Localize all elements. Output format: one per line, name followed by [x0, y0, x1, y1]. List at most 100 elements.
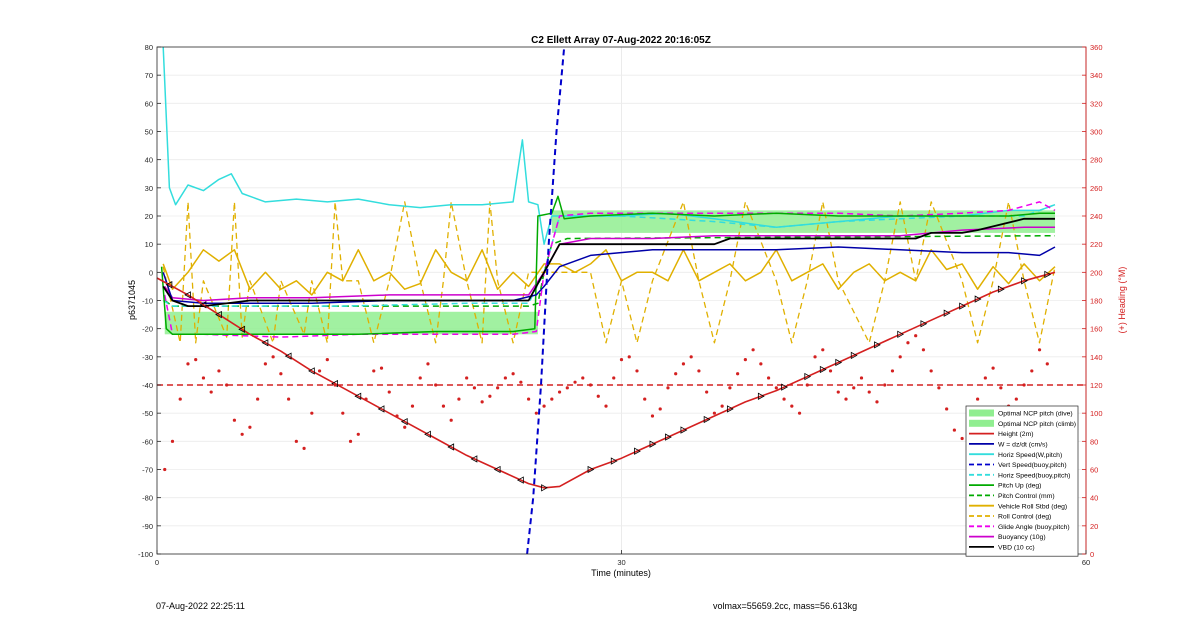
heading-point: [898, 355, 902, 359]
heading-point: [379, 366, 384, 370]
heading-point: [565, 386, 569, 390]
heading-point: [681, 362, 686, 366]
depth-marker: [665, 433, 672, 441]
heading-point: [797, 411, 802, 415]
series-horiz-speed: [162, 46, 1056, 245]
depth-marker: [897, 330, 905, 338]
legend-label: Glide Angle (buoy,pitch): [998, 524, 1070, 531]
left-tick-label: 60: [145, 99, 153, 108]
right-tick-label: 80: [1090, 437, 1098, 446]
depth-marker: [541, 484, 548, 492]
left-tick-label: 70: [145, 71, 153, 80]
legend: Optimal NCP pitch (dive) Optimal NCP pitc…: [965, 405, 1079, 557]
heading-point: [619, 358, 624, 362]
heading-point: [519, 380, 523, 384]
heading-point: [790, 404, 794, 408]
depth-marker: [850, 351, 858, 360]
heading-point: [287, 397, 291, 401]
series-pitch: [160, 195, 1055, 336]
depth-marker: [517, 476, 524, 484]
heading-point: [527, 397, 531, 401]
heading-point: [225, 383, 229, 387]
right-tick-label: 20: [1090, 522, 1098, 531]
right-tick-label: 140: [1090, 353, 1103, 362]
heading-point: [503, 376, 507, 380]
heading-point: [650, 414, 655, 418]
x-tick-label: 0: [155, 558, 159, 567]
depth-marker: [835, 358, 843, 367]
x-tick-label: 30: [617, 558, 625, 567]
depth-marker: [610, 457, 618, 465]
heading-point: [852, 386, 856, 390]
legend-label: Horiz Speed(buoy,pitch): [998, 472, 1070, 479]
legend-label: Vehicle Roll Stbd (deg): [998, 503, 1067, 510]
left-tick-label: 0: [149, 268, 153, 277]
heading-point: [348, 439, 353, 443]
heading-point: [720, 404, 724, 408]
heading-point: [325, 358, 329, 362]
right-tick-label: 180: [1090, 297, 1103, 306]
heading-point: [697, 369, 701, 373]
depth-markers: [165, 270, 1052, 492]
left-tick-label: -70: [142, 466, 153, 475]
depth-marker: [307, 367, 315, 375]
depth-marker: [184, 291, 191, 299]
heading-point: [1030, 369, 1034, 373]
depth-marker: [377, 405, 385, 413]
heading-point: [472, 386, 477, 390]
heading-point: [550, 397, 554, 401]
heading-point: [844, 397, 848, 401]
heading-point: [712, 411, 717, 415]
heading-point: [999, 386, 1003, 390]
depth-marker: [974, 295, 982, 303]
legend-label: Optimal NCP pitch (climb): [998, 421, 1076, 428]
heading-point: [372, 369, 376, 373]
right-tick-label: 200: [1090, 268, 1103, 277]
heading-point: [418, 376, 422, 380]
heading-point: [914, 334, 918, 338]
depth-marker: [261, 339, 269, 347]
right-axis: 0 20 40 60 80 100 120 140 160 180 200 220 240 260 280 3…: [1082, 43, 1103, 559]
depth-marker: [959, 302, 966, 310]
depth-marker: [703, 415, 711, 424]
heading-point: [689, 355, 693, 359]
right-tick-label: 60: [1090, 466, 1098, 475]
heading-point: [294, 439, 298, 443]
left-tick-label: 30: [145, 184, 153, 193]
heading-point: [209, 390, 213, 394]
right-tick-label: 100: [1090, 409, 1103, 418]
heading-points: [163, 334, 1049, 472]
heading-point: [937, 386, 941, 390]
left-tick-label: 50: [145, 128, 153, 137]
heading-point: [581, 376, 585, 380]
heading-point: [751, 348, 755, 352]
heading-point: [395, 414, 399, 418]
left-tick-label: -20: [142, 325, 153, 334]
heading-point: [596, 394, 600, 398]
depth-marker: [470, 455, 478, 463]
heading-point: [759, 362, 763, 366]
heading-point: [364, 397, 368, 401]
heading-point: [674, 372, 678, 376]
heading-point: [906, 341, 910, 345]
heading-point: [271, 355, 275, 359]
legend-label: Height (2m): [998, 431, 1034, 438]
heading-point: [736, 372, 740, 376]
right-tick-label: 40: [1090, 494, 1098, 503]
left-tick-label: -50: [142, 409, 153, 418]
footer-vehicle-info: volmax=55659.2cc, mass=56.613kg: [713, 601, 858, 611]
heading-point: [666, 386, 670, 390]
heading-point: [960, 436, 964, 441]
right-tick-label: 340: [1090, 71, 1103, 80]
heading-point: [705, 390, 709, 394]
depth-marker: [804, 372, 812, 381]
heading-point: [945, 407, 949, 411]
right-tick-label: 300: [1090, 128, 1103, 137]
heading-point: [1014, 397, 1018, 401]
series-pitch-control: [164, 234, 1056, 307]
depth-marker: [819, 365, 827, 374]
depth-marker: [920, 320, 928, 328]
left-tick-label: -90: [142, 522, 153, 531]
depth-marker: [997, 285, 1005, 293]
